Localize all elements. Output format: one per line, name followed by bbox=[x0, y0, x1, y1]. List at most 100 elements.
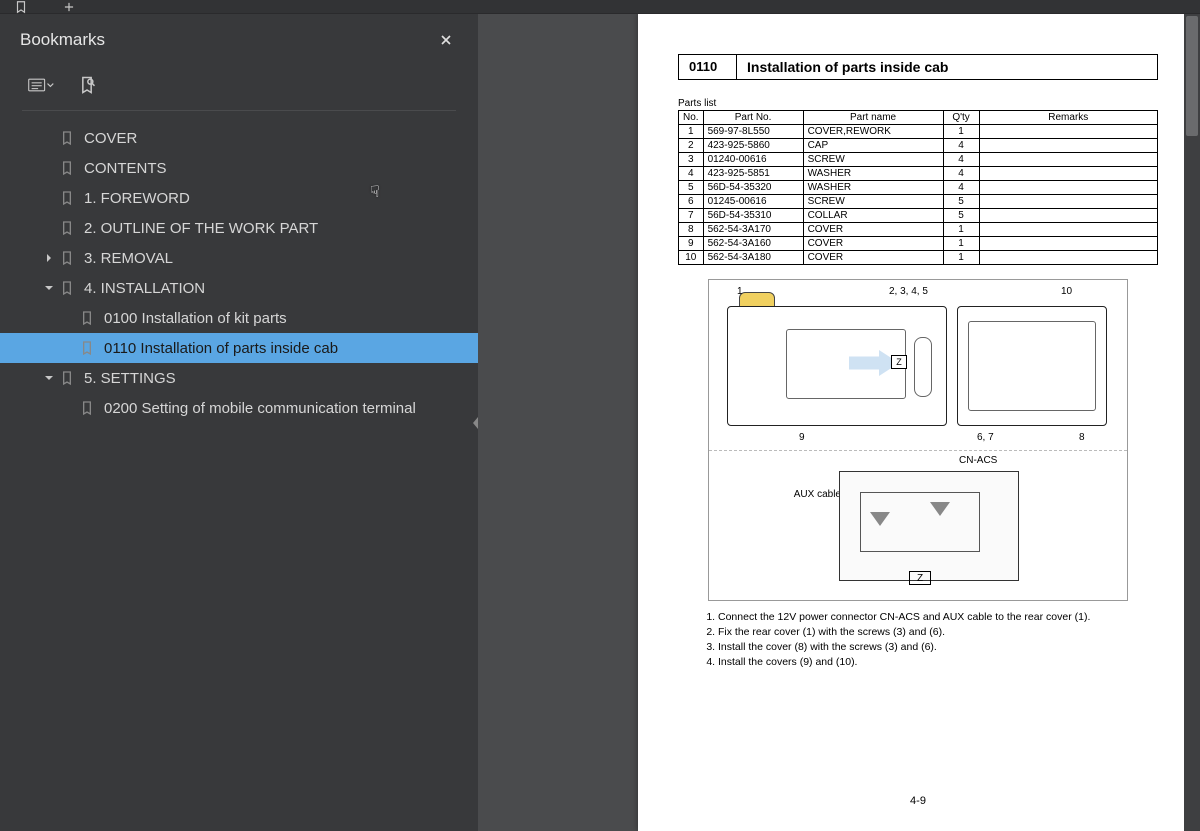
table-header-row: No.Part No.Part nameQ'tyRemarks bbox=[679, 111, 1158, 125]
bookmark-item[interactable]: 0100 Installation of kit parts bbox=[0, 303, 478, 333]
bookmark-item[interactable]: 1. FOREWORD bbox=[0, 183, 478, 213]
table-cell: 569-97-8L550 bbox=[703, 125, 803, 139]
bookmark-label: 1. FOREWORD bbox=[84, 190, 190, 207]
table-cell: SCREW bbox=[803, 153, 943, 167]
bookmark-icon bbox=[58, 369, 76, 387]
table-cell: WASHER bbox=[803, 167, 943, 181]
bookmark-label: COVER bbox=[84, 130, 137, 147]
table-cell: 4 bbox=[943, 153, 979, 167]
bookmark-item[interactable]: COVER bbox=[0, 123, 478, 153]
table-cell: 01245-00616 bbox=[703, 195, 803, 209]
table-cell: COVER bbox=[803, 237, 943, 251]
table-cell: 562-54-3A180 bbox=[703, 251, 803, 265]
table-cell: 8 bbox=[679, 223, 704, 237]
parts-list-caption: Parts list bbox=[678, 98, 1158, 109]
vertical-scrollbar[interactable] bbox=[1184, 14, 1200, 831]
table-cell bbox=[979, 251, 1157, 265]
table-header-cell: Part name bbox=[803, 111, 943, 125]
table-cell: WASHER bbox=[803, 181, 943, 195]
instruction-step: Connect the 12V power connector CN-ACS a… bbox=[718, 611, 1158, 623]
table-cell bbox=[979, 209, 1157, 223]
table-header-cell: No. bbox=[679, 111, 704, 125]
bookmark-label: 0200 Setting of mobile communication ter… bbox=[104, 400, 416, 417]
instruction-steps: Connect the 12V power connector CN-ACS a… bbox=[678, 611, 1158, 668]
table-row: 301240-00616SCREW4 bbox=[679, 153, 1158, 167]
document-viewport[interactable]: 0110 Installation of parts inside cab Pa… bbox=[478, 14, 1200, 831]
bookmark-label: 3. REMOVAL bbox=[84, 250, 173, 267]
table-cell: 01240-00616 bbox=[703, 153, 803, 167]
table-row: 1569-97-8L550COVER,REWORK1 bbox=[679, 125, 1158, 139]
scrollbar-thumb[interactable] bbox=[1186, 16, 1198, 136]
bookmark-options-icon[interactable] bbox=[28, 74, 54, 96]
table-cell: 9 bbox=[679, 237, 704, 251]
section-code: 0110 bbox=[679, 55, 737, 79]
bookmark-item[interactable]: CONTENTS bbox=[0, 153, 478, 183]
bookmark-icon bbox=[58, 219, 76, 237]
table-cell: 56D-54-35320 bbox=[703, 181, 803, 195]
bookmark-item[interactable]: 0110 Installation of parts inside cab bbox=[0, 333, 478, 363]
table-cell: COVER bbox=[803, 251, 943, 265]
table-cell: 4 bbox=[943, 167, 979, 181]
close-icon[interactable] bbox=[434, 28, 458, 52]
bookmark-tree: COVER CONTENTS 1. FOREWORD 2. OUTLINE OF TH… bbox=[0, 119, 478, 427]
table-cell: CAP bbox=[803, 139, 943, 153]
bookmark-item[interactable]: 2. OUTLINE OF THE WORK PART bbox=[0, 213, 478, 243]
bookmark-item[interactable]: 3. REMOVAL bbox=[0, 243, 478, 273]
table-cell: 562-54-3A160 bbox=[703, 237, 803, 251]
bookmarks-title: Bookmarks bbox=[20, 30, 105, 50]
diagram-label-8: 8 bbox=[1079, 432, 1085, 443]
find-bookmark-icon[interactable] bbox=[74, 74, 100, 96]
chevron-down-icon[interactable] bbox=[40, 369, 58, 387]
diagram-label-2345: 2, 3, 4, 5 bbox=[889, 286, 928, 297]
bookmarks-panel: Bookmarks COVERCONTENT bbox=[0, 14, 478, 831]
bookmark-ribbon-icon[interactable] bbox=[12, 0, 30, 14]
table-cell: COVER bbox=[803, 223, 943, 237]
table-row: 756D-54-35310COLLAR5 bbox=[679, 209, 1158, 223]
table-cell: 4 bbox=[943, 139, 979, 153]
chevron-down-icon[interactable] bbox=[40, 279, 58, 297]
diagram-label-67: 6, 7 bbox=[977, 432, 994, 443]
diagram-z-label-2: Z bbox=[909, 571, 931, 585]
app-toolbar bbox=[0, 0, 1200, 14]
table-cell: 5 bbox=[943, 209, 979, 223]
bookmark-icon bbox=[78, 399, 96, 417]
bookmark-icon bbox=[78, 309, 96, 327]
table-row: 2423-925-5860CAP4 bbox=[679, 139, 1158, 153]
table-cell: 4 bbox=[943, 181, 979, 195]
diagram-right-panel bbox=[957, 306, 1107, 426]
table-cell: 562-54-3A170 bbox=[703, 223, 803, 237]
diagram-left-panel bbox=[727, 306, 947, 426]
diagram-label-1: 1 bbox=[737, 286, 743, 297]
chevron-right-icon[interactable] bbox=[40, 249, 58, 267]
table-cell: 423-925-5860 bbox=[703, 139, 803, 153]
bookmark-label: CONTENTS bbox=[84, 160, 167, 177]
section-title: Installation of parts inside cab bbox=[737, 55, 1157, 79]
bookmark-item[interactable]: 0200 Setting of mobile communication ter… bbox=[0, 393, 478, 423]
bookmark-label: 0100 Installation of kit parts bbox=[104, 310, 287, 327]
bookmark-label: 5. SETTINGS bbox=[84, 370, 176, 387]
instruction-step: Fix the rear cover (1) with the screws (… bbox=[718, 626, 1158, 638]
installation-diagram: Z 1 2, 3, 4, 5 10 9 6, 7 8 CN-ACS AUX ca… bbox=[708, 279, 1128, 601]
bookmark-item[interactable]: 4. INSTALLATION bbox=[0, 273, 478, 303]
table-row: 4423-925-5851WASHER4 bbox=[679, 167, 1158, 181]
bookmark-icon bbox=[58, 129, 76, 147]
table-cell: 4 bbox=[679, 167, 704, 181]
table-cell bbox=[979, 125, 1157, 139]
divider bbox=[22, 110, 456, 111]
table-cell: COLLAR bbox=[803, 209, 943, 223]
bookmark-label: 4. INSTALLATION bbox=[84, 280, 205, 297]
table-row: 10562-54-3A180COVER1 bbox=[679, 251, 1158, 265]
diagram-z-label: Z bbox=[891, 355, 907, 369]
bookmark-item[interactable]: 5. SETTINGS bbox=[0, 363, 478, 393]
table-cell: 1 bbox=[679, 125, 704, 139]
bookmark-icon bbox=[78, 339, 96, 357]
add-icon[interactable] bbox=[60, 0, 78, 14]
bookmark-icon bbox=[58, 249, 76, 267]
table-cell bbox=[979, 181, 1157, 195]
instruction-step: Install the covers (9) and (10). bbox=[718, 656, 1158, 668]
table-cell: 1 bbox=[943, 223, 979, 237]
bookmarks-toolbar bbox=[0, 64, 478, 104]
table-header-cell: Remarks bbox=[979, 111, 1157, 125]
table-cell bbox=[979, 167, 1157, 181]
instruction-step: Install the cover (8) with the screws (3… bbox=[718, 641, 1158, 653]
